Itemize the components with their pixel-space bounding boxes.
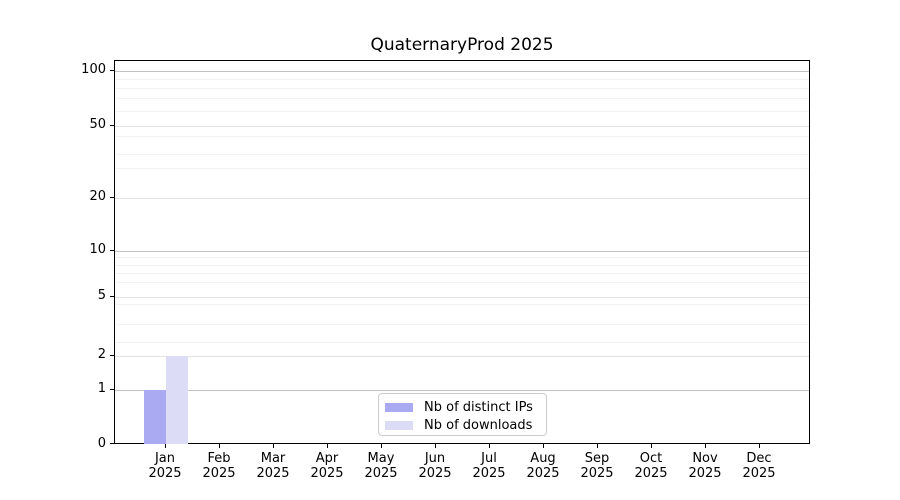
month-label: Aug xyxy=(530,451,556,466)
gridline-2 xyxy=(115,356,809,357)
y-tick-label: 20 xyxy=(89,189,106,204)
x-tick-label-mar: Mar 2025 xyxy=(243,451,303,481)
year-label: 2025 xyxy=(688,466,722,481)
year-label: 2025 xyxy=(526,466,560,481)
month-label: Oct xyxy=(639,451,663,466)
y-tick-label: 50 xyxy=(89,117,106,132)
plot-area xyxy=(114,60,810,444)
month-label: Sep xyxy=(584,451,610,466)
y-tick xyxy=(110,355,114,356)
y-tick-label: 1 xyxy=(97,381,106,396)
bar-distinct-ips-jan xyxy=(144,390,166,444)
x-tick xyxy=(759,444,760,448)
x-tick xyxy=(435,444,436,448)
y-tick xyxy=(110,125,114,126)
x-tick xyxy=(327,444,328,448)
month-label: Feb xyxy=(207,451,231,466)
x-tick xyxy=(543,444,544,448)
gridline xyxy=(115,324,809,325)
legend-swatch-downloads xyxy=(385,420,413,430)
year-label: 2025 xyxy=(742,466,776,481)
x-tick-label-jul: Jul 2025 xyxy=(459,451,519,481)
gridline-10 xyxy=(115,251,809,252)
x-tick-label-dec: Dec 2025 xyxy=(729,451,789,481)
month-label: Nov xyxy=(692,451,718,466)
x-tick-label-jun: Jun 2025 xyxy=(405,451,465,481)
month-label: Jan xyxy=(154,451,176,466)
gridline xyxy=(115,154,809,155)
x-tick xyxy=(381,444,382,448)
gridline xyxy=(115,265,809,266)
year-label: 2025 xyxy=(580,466,614,481)
y-tick xyxy=(110,443,114,444)
year-label: 2025 xyxy=(472,466,506,481)
month-label: May xyxy=(367,451,395,466)
legend-label-downloads: Nb of downloads xyxy=(424,417,533,433)
gridline xyxy=(115,273,809,274)
y-tick-label: 10 xyxy=(89,242,106,257)
gridline-1 xyxy=(115,390,809,391)
year-label: 2025 xyxy=(310,466,344,481)
gridline xyxy=(115,342,809,343)
month-label: Apr xyxy=(315,451,339,466)
y-tick xyxy=(110,197,114,198)
month-label: Mar xyxy=(260,451,286,466)
gridline-100 xyxy=(115,71,809,72)
y-tick xyxy=(110,250,114,251)
month-label: Jul xyxy=(481,451,497,466)
x-tick xyxy=(273,444,274,448)
x-tick xyxy=(597,444,598,448)
gridline xyxy=(115,98,809,99)
legend-label-distinct-ips: Nb of distinct IPs xyxy=(424,399,533,415)
gridline xyxy=(115,111,809,112)
legend-item-downloads: Nb of downloads xyxy=(385,416,546,434)
x-tick-label-sep: Sep 2025 xyxy=(567,451,627,481)
gridline xyxy=(115,136,809,137)
x-tick-label-nov: Nov 2025 xyxy=(675,451,735,481)
y-tick-label: 2 xyxy=(97,347,106,362)
y-tick xyxy=(110,296,114,297)
year-label: 2025 xyxy=(202,466,236,481)
x-tick-label-oct: Oct 2025 xyxy=(621,451,681,481)
gridline xyxy=(115,304,809,305)
gridline-5 xyxy=(115,297,809,298)
y-tick-label: 100 xyxy=(81,62,106,77)
gridline-50 xyxy=(115,126,809,127)
gridline-20 xyxy=(115,198,809,199)
x-tick xyxy=(705,444,706,448)
year-label: 2025 xyxy=(148,466,182,481)
x-tick-label-apr: Apr 2025 xyxy=(297,451,357,481)
y-tick xyxy=(110,389,114,390)
x-tick xyxy=(489,444,490,448)
year-label: 2025 xyxy=(256,466,290,481)
y-tick xyxy=(110,70,114,71)
month-label: Dec xyxy=(746,451,772,466)
x-tick-label-feb: Feb 2025 xyxy=(189,451,249,481)
month-label: Jun xyxy=(424,451,446,466)
gridline xyxy=(115,88,809,89)
chart-title: QuaternaryProd 2025 xyxy=(370,35,554,55)
year-label: 2025 xyxy=(364,466,398,481)
x-tick xyxy=(219,444,220,448)
x-tick xyxy=(165,444,166,448)
x-tick-label-jan: Jan 2025 xyxy=(135,451,195,481)
legend: Nb of distinct IPs Nb of downloads xyxy=(378,393,547,436)
gridline xyxy=(115,79,809,80)
bar-downloads-jan xyxy=(166,356,188,444)
gridline xyxy=(115,257,809,258)
y-tick-label: 5 xyxy=(97,288,106,303)
gridline xyxy=(115,168,809,169)
x-tick-label-may: May 2025 xyxy=(351,451,411,481)
x-tick xyxy=(651,444,652,448)
year-label: 2025 xyxy=(418,466,452,481)
legend-swatch-distinct-ips xyxy=(385,402,413,412)
year-label: 2025 xyxy=(634,466,668,481)
y-tick-label: 0 xyxy=(97,436,106,451)
gridline xyxy=(115,282,809,283)
x-tick-label-aug: Aug 2025 xyxy=(513,451,573,481)
legend-item-distinct-ips: Nb of distinct IPs xyxy=(385,398,546,416)
